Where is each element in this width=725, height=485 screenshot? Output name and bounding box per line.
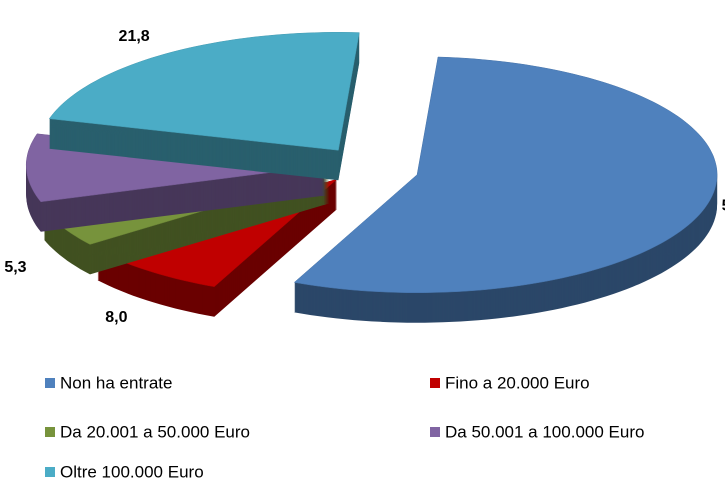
legend-label: Oltre 100.000 Euro — [60, 462, 204, 481]
pie-slice — [48, 32, 360, 181]
legend-swatch — [45, 427, 55, 437]
value-label: 21,8 — [119, 28, 150, 45]
legend-label: Da 20.001 a 50.000 Euro — [60, 422, 250, 441]
legend-label: Non ha entrate — [60, 373, 172, 392]
value-label: 5,3 — [4, 259, 26, 276]
slice-top — [48, 32, 360, 151]
legend-swatch — [430, 378, 440, 388]
legend-label: Fino a 20.000 Euro — [445, 373, 590, 392]
slice-top — [293, 56, 718, 293]
value-label: 55,6 — [722, 198, 725, 215]
legend-swatch — [45, 378, 55, 388]
legend-label: Da 50.001 a 100.000 Euro — [445, 422, 644, 441]
legend-swatch — [430, 427, 440, 437]
value-label: 8,0 — [105, 309, 127, 326]
pie-slice — [293, 56, 718, 323]
legend-swatch — [45, 467, 55, 477]
